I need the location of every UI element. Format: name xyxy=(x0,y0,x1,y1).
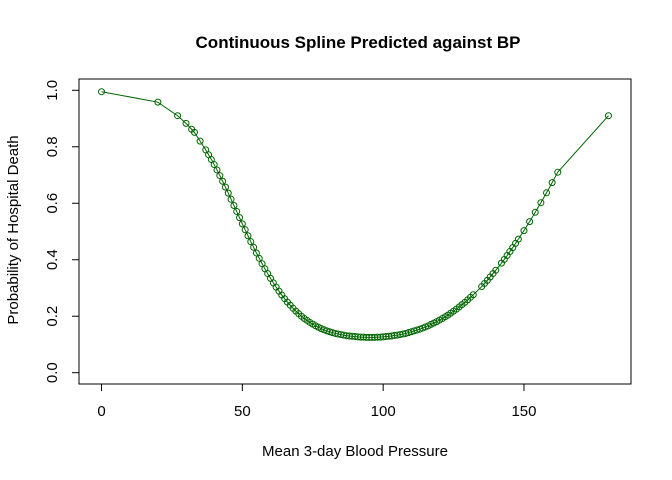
data-point xyxy=(154,98,162,106)
y-tick-label: 0.6 xyxy=(44,193,61,214)
data-point xyxy=(543,189,551,197)
data-point xyxy=(221,183,229,191)
data-point xyxy=(247,238,255,246)
series-layer xyxy=(98,88,612,341)
data-point xyxy=(230,202,238,210)
x-tick-label: 150 xyxy=(511,403,536,420)
data-point xyxy=(224,189,232,197)
data-point xyxy=(255,254,263,262)
data-point xyxy=(236,214,244,222)
data-point xyxy=(531,208,539,216)
data-point xyxy=(174,112,182,120)
data-point xyxy=(238,220,246,228)
data-point xyxy=(241,226,249,234)
x-tick-label: 100 xyxy=(371,403,396,420)
data-point xyxy=(537,199,545,207)
chart-title: Continuous Spline Predicted against BP xyxy=(196,33,521,52)
data-point xyxy=(514,235,522,243)
data-point xyxy=(98,88,106,96)
y-tick-label: 0.8 xyxy=(44,136,61,157)
data-point xyxy=(233,207,241,215)
data-point xyxy=(252,249,260,257)
data-point xyxy=(520,227,528,235)
data-point xyxy=(604,112,612,120)
y-tick-label: 1.0 xyxy=(44,80,61,101)
data-point xyxy=(548,179,556,187)
data-point xyxy=(526,218,534,226)
data-point xyxy=(258,260,266,268)
data-point xyxy=(492,266,500,274)
data-point xyxy=(216,172,224,180)
y-tick-label: 0.0 xyxy=(44,362,61,383)
data-point xyxy=(250,243,258,251)
y-axis-label: Probability of Hospital Death xyxy=(5,135,22,324)
y-tick-label: 0.2 xyxy=(44,306,61,327)
y-tick-label: 0.4 xyxy=(44,249,61,270)
data-point xyxy=(182,119,190,127)
data-point xyxy=(196,137,204,145)
x-tick-label: 0 xyxy=(97,403,105,420)
data-point xyxy=(190,128,198,136)
data-point xyxy=(210,161,218,169)
data-point xyxy=(244,232,252,240)
data-point xyxy=(469,291,477,299)
data-point xyxy=(213,166,221,174)
x-axis: 0 50 100 150 xyxy=(97,383,536,420)
x-axis-label: Mean 3-day Blood Pressure xyxy=(262,443,448,460)
data-point xyxy=(219,177,227,185)
x-tick-label: 50 xyxy=(234,403,251,420)
data-point xyxy=(554,168,562,176)
data-point xyxy=(227,195,235,203)
y-axis: 0.0 0.2 0.4 0.6 0.8 1.0 xyxy=(44,80,80,383)
